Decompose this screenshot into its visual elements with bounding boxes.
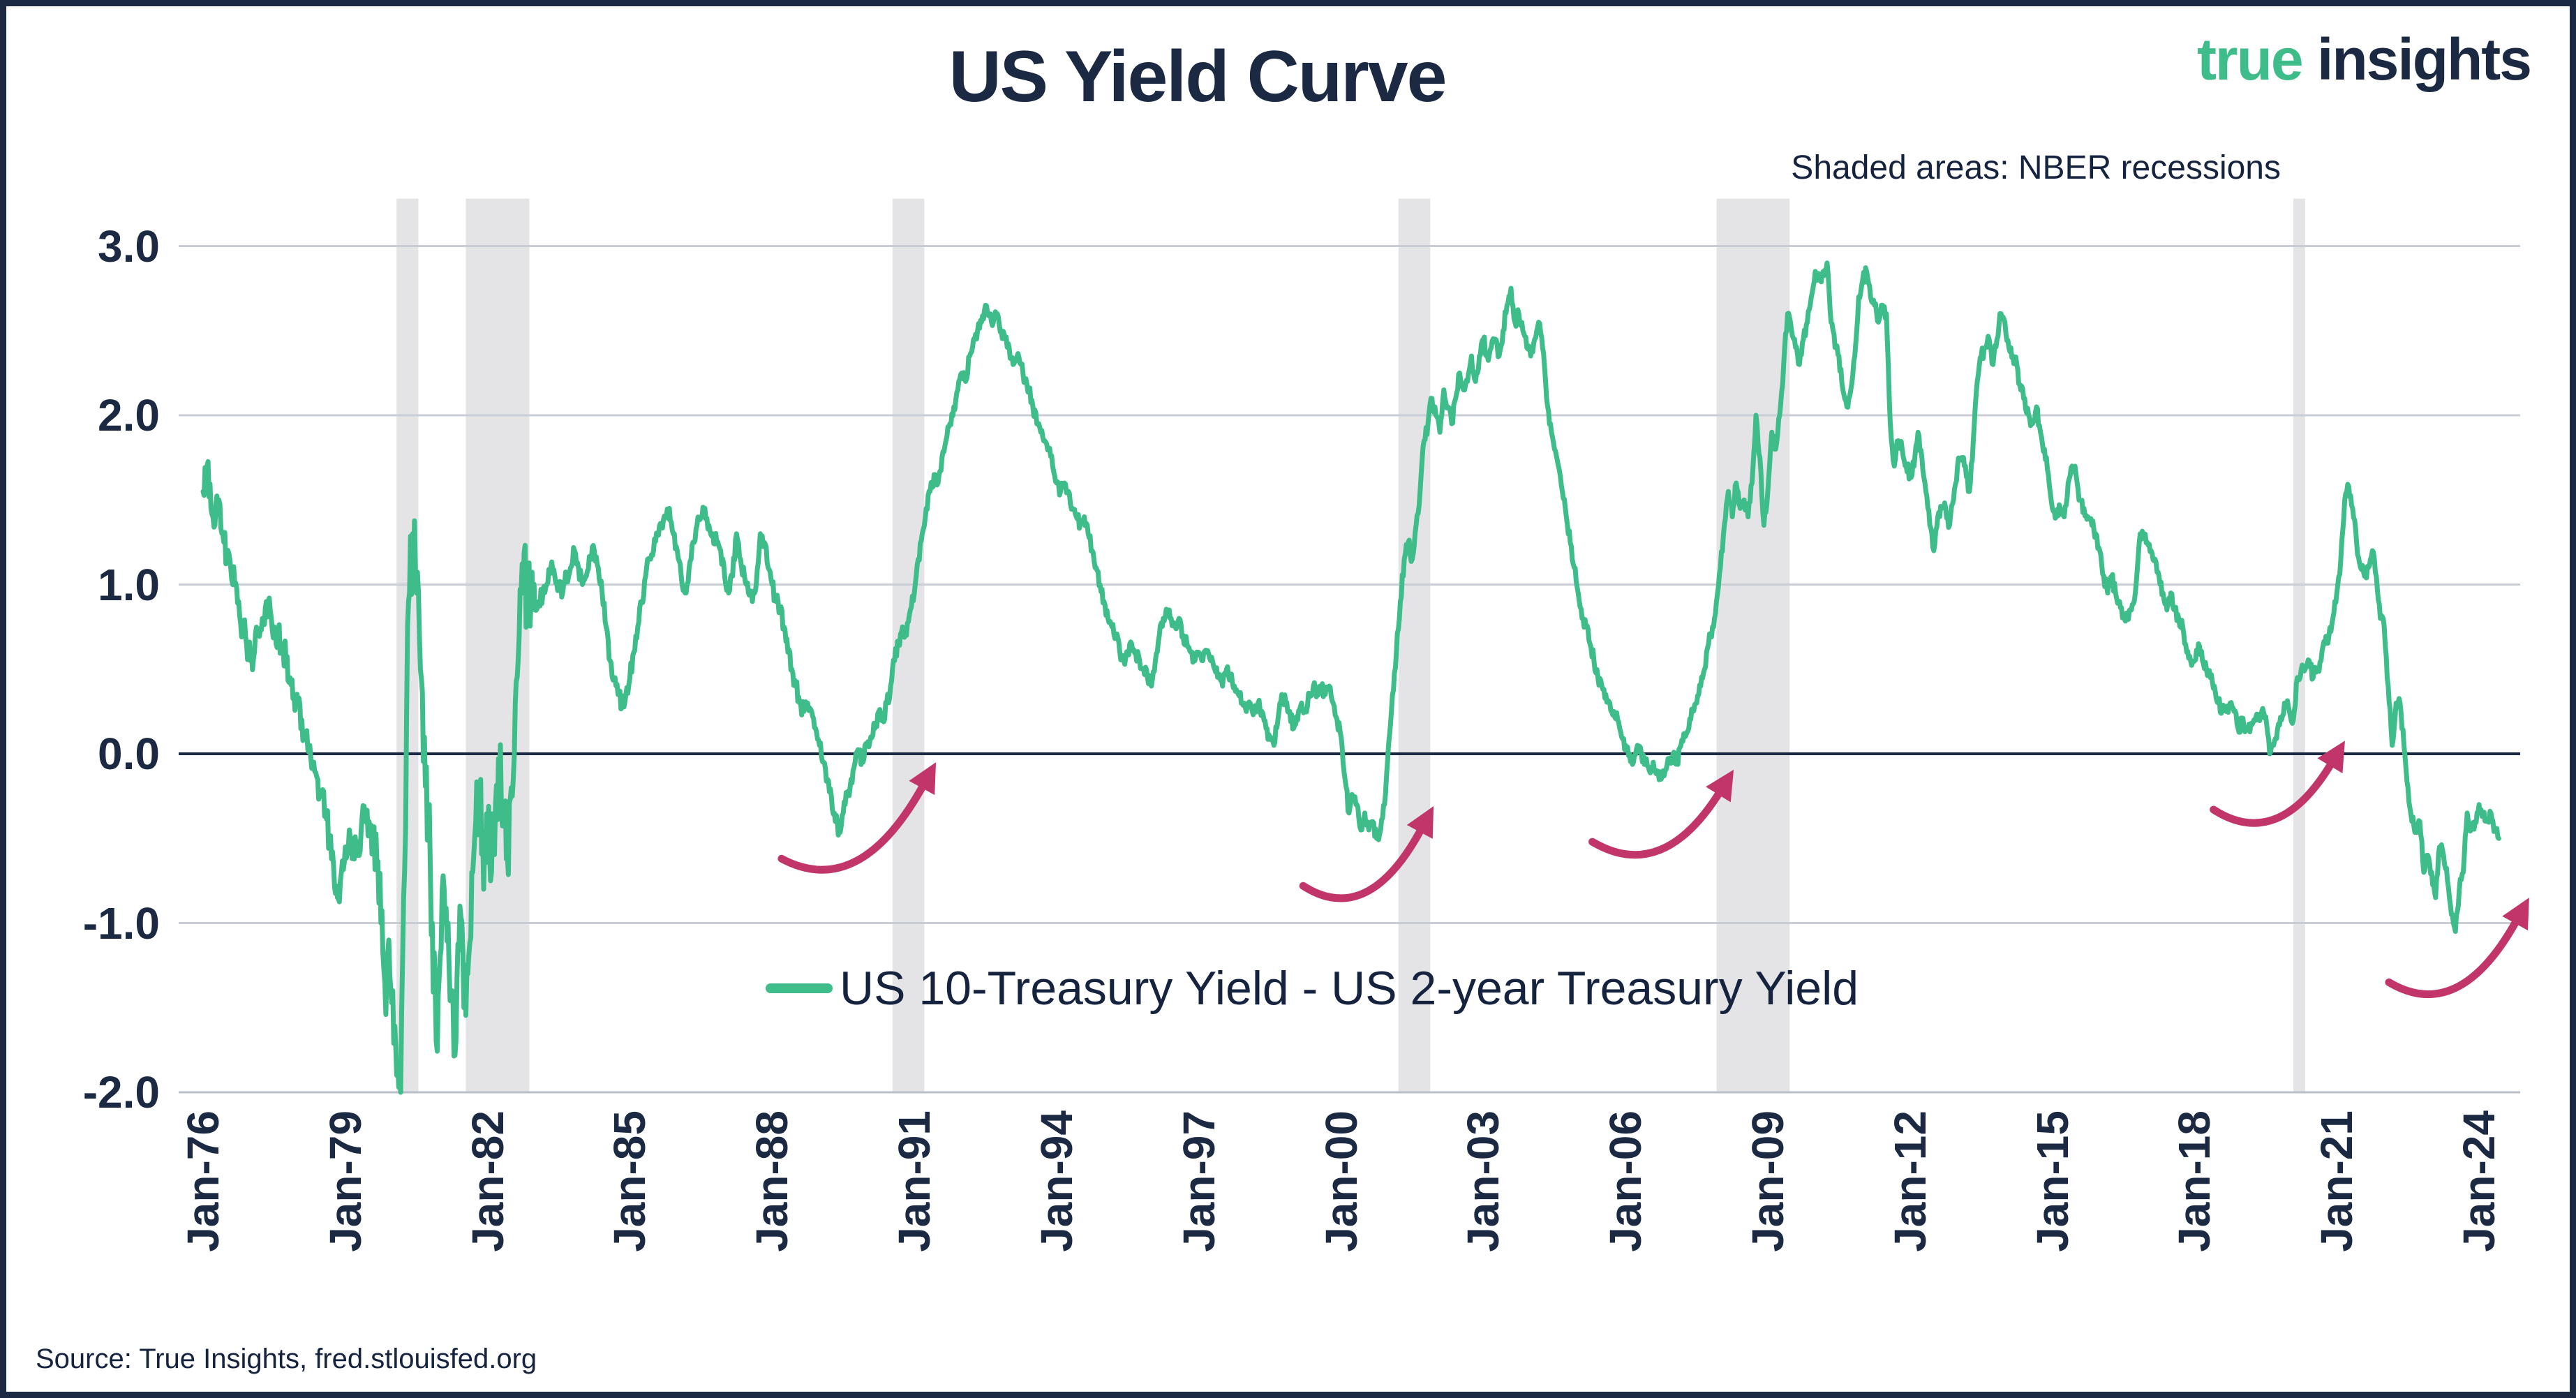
recession-band xyxy=(1716,198,1790,1093)
inversion-arrow xyxy=(777,762,937,874)
logo-true: true xyxy=(2196,27,2304,92)
y-axis-tick-label: 1.0 xyxy=(98,559,160,610)
y-axis-tick-label: -1.0 xyxy=(82,898,160,949)
yield-spread-line xyxy=(200,260,2501,1095)
y-axis-labels: 3.0 2.0 1.0 0.0 -1.0 -2.0 xyxy=(6,6,165,1392)
inversion-arrow xyxy=(1588,769,1734,859)
legend-label: US 10-Treasury Yield - US 2-year Treasur… xyxy=(840,962,1859,1015)
inversion-arrow xyxy=(2385,898,2529,999)
y-axis-tick-label: 0.0 xyxy=(98,729,160,779)
source-note: Source: True Insights, fred.stlouisfed.o… xyxy=(36,1344,537,1374)
recession-note: Shaded areas: NBER recessions xyxy=(1791,149,2281,186)
legend: US 10-Treasury Yield - US 2-year Treasur… xyxy=(766,961,1859,1016)
y-axis-tick-label: 2.0 xyxy=(98,390,160,440)
logo-insights: insights xyxy=(2316,27,2532,92)
chart-canvas xyxy=(179,198,2529,1095)
y-axis-tick-label: -2.0 xyxy=(82,1067,160,1117)
inversion-arrow xyxy=(1299,805,1434,902)
chart-title: US Yield Curve xyxy=(948,36,1447,117)
inversion-arrow xyxy=(2210,741,2345,827)
recession-band xyxy=(2293,198,2305,1093)
recession-band xyxy=(1398,198,1431,1093)
legend-line-swatch xyxy=(766,983,833,993)
true-insights-logo: true insights xyxy=(2196,26,2532,94)
y-axis-tick-label: 3.0 xyxy=(98,221,160,272)
